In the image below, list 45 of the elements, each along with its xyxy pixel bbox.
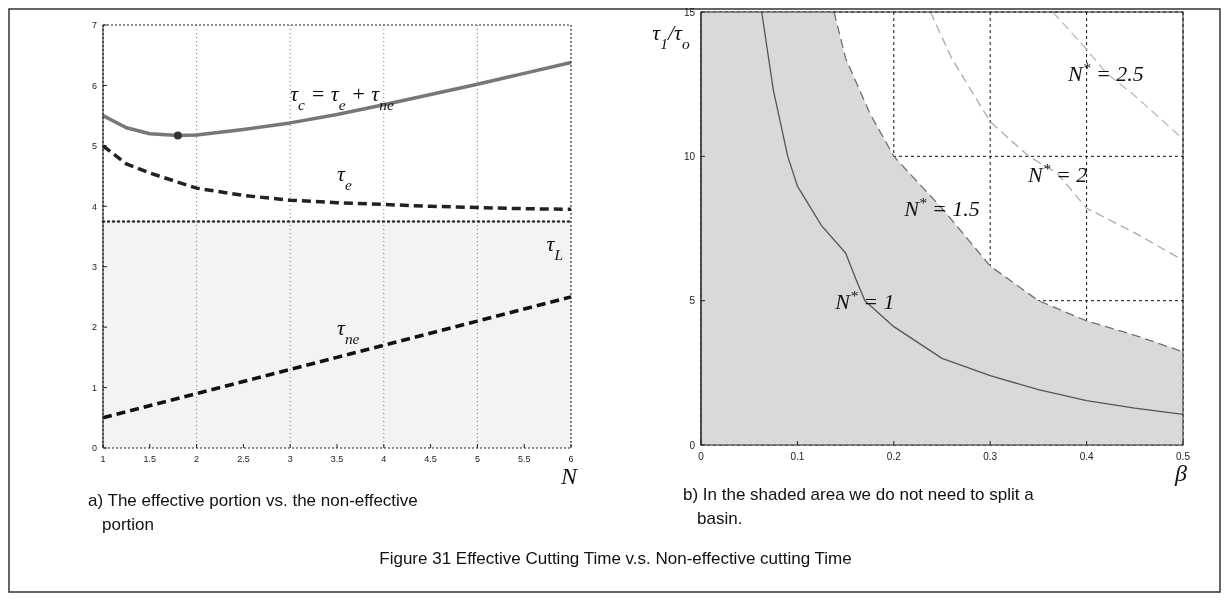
x-tick-label: 4: [381, 454, 387, 464]
x-tick-label: 0.5: [1176, 451, 1191, 462]
x-tick-label: 2: [194, 454, 200, 464]
y-tick-label: 5: [689, 295, 696, 307]
series-label: N$^{*}$ = 1.5: [903, 193, 980, 222]
x-axis-title: β: [1174, 460, 1188, 486]
x-tick-label: 0: [698, 451, 705, 462]
y-tick-label: 5: [91, 141, 97, 152]
x-tick-label: 3.5: [330, 454, 344, 464]
line-series: [761, 11, 1184, 416]
y-tick-label: 6: [91, 80, 97, 91]
x-tick-label: 0.2: [886, 451, 902, 462]
text: b) In the shaded area we do not need to split a basin.: [683, 485, 1035, 528]
y-tick-label: 7: [91, 20, 97, 31]
x-axis-title: N: [559, 463, 579, 489]
x-tick-label: 5.5: [517, 454, 531, 464]
y-tick-label: 10: [683, 150, 696, 162]
x-tick-label: 6: [568, 454, 574, 464]
x-tick-label: 0.1: [790, 451, 805, 462]
line-series: [101, 295, 573, 420]
x-tick-label: 2.5: [237, 454, 250, 464]
x-tick-label: 4.5: [424, 454, 437, 464]
caption: Figure 31 Effective Cutting Time v.s. Non-effective cutting Time: [379, 549, 852, 568]
y-tick-label: 1: [91, 382, 97, 393]
series-label: τ$_{e}$: [337, 160, 352, 193]
y-tick-label: 15: [683, 6, 696, 18]
y-tick-label: 2: [91, 322, 97, 333]
x-tick-label: 5: [474, 454, 480, 464]
series-label: τ$_{ne}$: [337, 315, 360, 347]
y-tick-label: 4: [91, 201, 97, 212]
x-tick-label: 0.3: [983, 451, 998, 462]
ref-line-label: τ$_{L}$: [546, 231, 563, 263]
series-label: τ$_{c}$ = τ$_{e}$ + τ$_{ne}$: [290, 80, 394, 113]
text: a) The effective portion vs. the non-effective portion: [88, 491, 418, 534]
y-tick-label: 0: [91, 443, 97, 454]
series-label: N$^{*}$ = 1: [834, 286, 895, 314]
x-tick-label: 3: [287, 454, 293, 464]
y-tick-label: 3: [91, 261, 97, 272]
series-label: N$^{*}$ = 2: [1027, 159, 1088, 187]
x-tick-label: 1.5: [143, 454, 157, 464]
y-tick-label: 0: [689, 439, 696, 451]
series-label: N$^{*}$ = 2.5: [1067, 58, 1144, 86]
x-tick-label: 1: [100, 454, 106, 464]
x-tick-label: 0.4: [1079, 451, 1094, 462]
y-axis-title: τ$_{1}$/τ$_{o}$: [652, 20, 690, 52]
